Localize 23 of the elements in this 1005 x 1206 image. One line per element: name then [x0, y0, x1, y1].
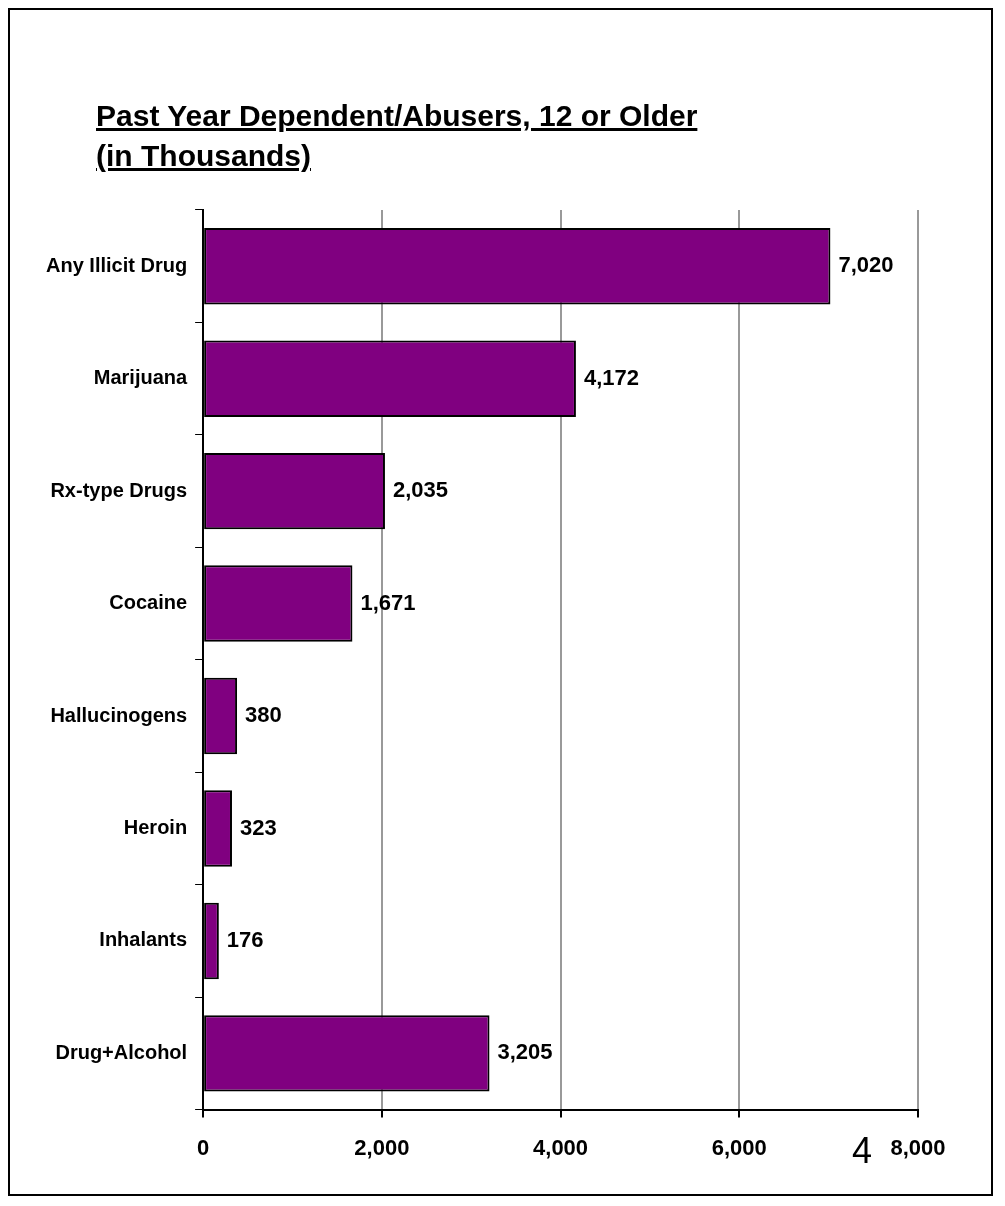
x-tick-label: 8,000	[890, 1134, 946, 1160]
data-label: 176	[226, 926, 264, 952]
data-label: 1,671	[360, 589, 416, 615]
text: 4	[852, 1130, 873, 1172]
x-tick-label: 0	[197, 1134, 210, 1160]
y-tick-label: Hallucinogens	[50, 703, 188, 726]
chart-title: Past Year Dependent/Abusers, 12 or Older (in Thousands)	[96, 98, 698, 174]
y-tick-label: Heroin	[123, 815, 188, 838]
y-tick-label: Marijuana	[93, 366, 188, 389]
y-tick-label: Drug+Alcohol	[55, 1040, 188, 1063]
y-tick-label: Any Illicit Drug	[46, 253, 188, 276]
data-label: 323	[239, 814, 277, 840]
y-tick-label: Rx-type Drugs	[50, 478, 188, 501]
y-tick-label: Cocaine	[109, 591, 188, 614]
data-label: 2,035	[392, 477, 449, 503]
data-label: 3,205	[497, 1039, 553, 1065]
data-label: 380	[245, 702, 282, 728]
data-label: 4,172	[583, 364, 639, 390]
y-tick-label: Inhalants	[99, 928, 188, 951]
x-tick-label: 4,000	[533, 1134, 589, 1160]
x-tick-label: 2,000	[354, 1134, 410, 1160]
data-label: 7,020	[838, 252, 894, 278]
x-tick-label: 6,000	[711, 1134, 767, 1160]
